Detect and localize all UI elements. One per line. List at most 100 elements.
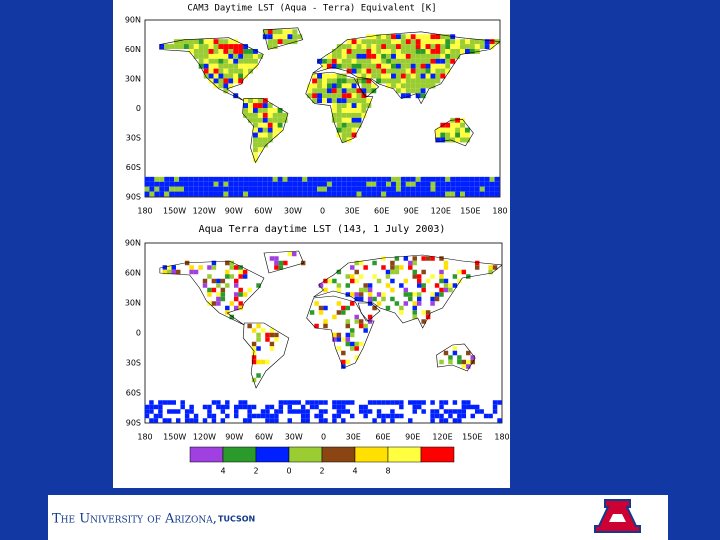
grid-cell: [203, 39, 209, 45]
grid-cell: [252, 137, 258, 143]
grid-cell: [198, 176, 204, 182]
grid-cell: [440, 34, 446, 40]
grid-cell: [207, 292, 212, 297]
grid-cell: [158, 413, 163, 419]
footer-city: Tucson: [218, 515, 255, 524]
grid-cell: [367, 319, 373, 324]
grid-cell: [415, 44, 421, 50]
grid-cell: [443, 400, 449, 405]
grid-cell: [455, 44, 461, 50]
grid-cell: [189, 269, 194, 275]
grid-cell: [269, 328, 275, 333]
grid-cell: [169, 181, 175, 187]
grid-cell: [164, 181, 170, 187]
grid-cell: [416, 404, 422, 410]
grid-cell: [228, 191, 234, 197]
grid-cell: [361, 83, 367, 89]
grid-cell: [218, 176, 224, 182]
grid-cell: [248, 58, 253, 64]
grid-cell: [386, 181, 392, 187]
grid-cell: [175, 409, 181, 414]
grid-cell: [223, 88, 229, 94]
coastline: [356, 78, 380, 98]
grid-cell: [455, 191, 461, 197]
grid-cell: [381, 186, 387, 192]
grid-cell: [203, 63, 209, 69]
grid-cell: [376, 181, 382, 187]
grid-cell: [256, 346, 261, 351]
grid-cell: [149, 418, 154, 423]
grid-cell: [430, 418, 435, 423]
grid-cell: [425, 68, 431, 74]
grid-cell: [233, 68, 239, 74]
grid-cell: [247, 287, 252, 293]
grid-cell: [312, 73, 318, 79]
grid-cell: [233, 78, 239, 84]
grid-cell: [372, 400, 377, 405]
grid-cell: [405, 191, 411, 197]
grid-cell: [322, 98, 327, 104]
grid-cell: [242, 400, 248, 405]
grid-cell: [460, 176, 465, 182]
grid-cell: [400, 53, 406, 59]
grid-cell: [318, 418, 324, 423]
grid-cell: [408, 400, 413, 405]
grid-cell: [439, 400, 444, 405]
grid-cell: [287, 34, 293, 40]
grid-cell: [257, 147, 263, 153]
grid-cell: [366, 176, 372, 182]
grid-cell: [238, 404, 243, 410]
grid-cell: [430, 58, 436, 64]
grid-cell: [366, 44, 372, 50]
grid-cell: [410, 68, 416, 74]
grid-cell: [345, 332, 351, 338]
grid-cell: [341, 181, 347, 187]
grid-cell: [282, 39, 288, 45]
grid-cell: [287, 400, 293, 405]
grid-cell: [331, 58, 337, 64]
grid-cell: [228, 39, 234, 45]
bottom_map-map: 90N 60N 30N 0 30S 60S 90S 180 150W 120W 90W 60W 30W 0…: [125, 239, 510, 442]
grid-cell: [366, 83, 372, 89]
grid-cell: [386, 78, 392, 84]
grid-cell: [248, 108, 253, 113]
grid-cell: [218, 63, 224, 69]
grid-cell: [391, 176, 396, 182]
grid-cell: [474, 44, 480, 50]
grid-cell: [435, 132, 441, 138]
grid-cell: [314, 323, 319, 329]
grid-cell: [336, 301, 342, 306]
grid-cell: [445, 191, 451, 197]
grid-cell: [492, 400, 498, 405]
grid-cell: [350, 292, 355, 297]
grid-cell: [336, 287, 342, 293]
grid-cell: [410, 39, 416, 45]
grid-cell: [292, 251, 297, 257]
grid-cell: [425, 53, 431, 59]
grid-cell: [399, 404, 404, 410]
grid-cell: [356, 44, 362, 50]
grid-cell: [391, 39, 396, 45]
grid-cell: [366, 58, 372, 64]
grid-cell: [400, 83, 406, 89]
grid-cell: [346, 98, 352, 104]
grid-cell: [391, 44, 396, 50]
grid-cell: [234, 278, 239, 284]
grid-cell: [425, 78, 431, 84]
grid-cell: [317, 98, 323, 104]
grid-cell: [229, 265, 235, 270]
grid-cell: [252, 142, 258, 148]
grid-cell: [420, 186, 426, 192]
grid-cell: [180, 400, 185, 405]
lat-label: 60S: [126, 389, 141, 398]
grid-cell: [425, 39, 431, 45]
lon-label: 0: [320, 207, 325, 216]
grid-cell: [269, 418, 275, 423]
grid-cell: [367, 400, 373, 405]
grid-cell: [420, 39, 426, 45]
grid-cell: [269, 332, 275, 338]
grid-cell: [331, 53, 337, 59]
grid-cell: [207, 287, 212, 293]
grid-cell: [256, 283, 261, 288]
grid-cell: [412, 305, 417, 311]
